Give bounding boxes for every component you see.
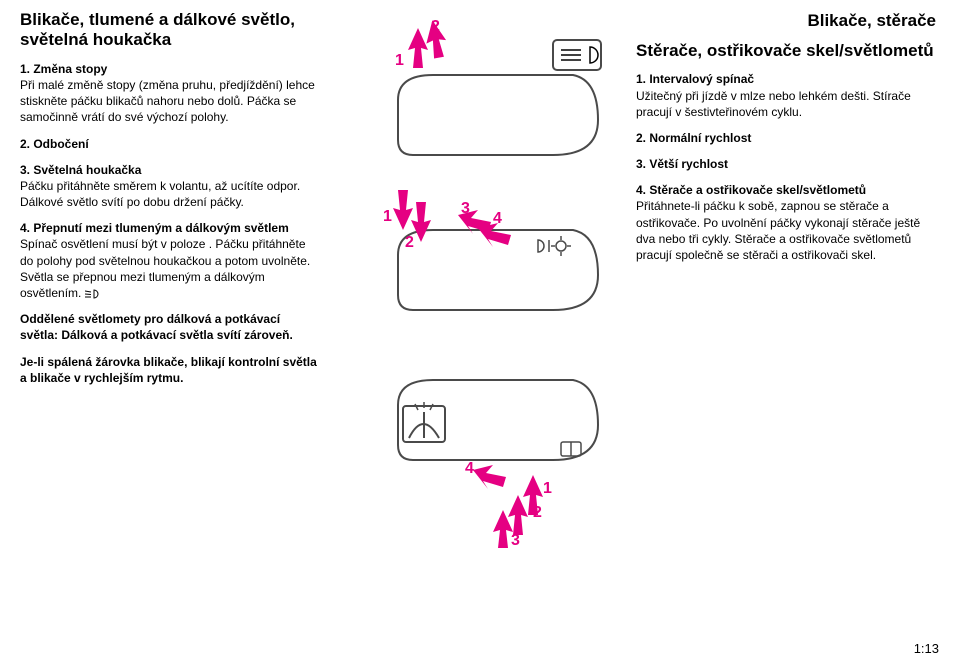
right-item-4: 4. Stěrače a ostřikovače skel/světlometů… — [636, 182, 936, 263]
diagram-3: 4 1 2 3 — [343, 350, 613, 550]
right-item-3: 3. Větší rychlost — [636, 156, 936, 172]
d3-label-1: 1 — [543, 478, 552, 500]
d1-label-2: 2 — [431, 16, 440, 38]
diagram-3-svg — [343, 350, 613, 550]
right-item-4-body: Přitáhnete-li páčku k sobě, zapnou se st… — [636, 199, 920, 262]
right-title: Stěrače, ostřikovače skel/světlometů — [636, 41, 936, 61]
middle-column: 1 2 — [338, 10, 618, 560]
left-item-1-body: Při malé změně stopy (změna pruhu, předj… — [20, 78, 315, 124]
d3-label-2: 2 — [533, 502, 542, 524]
left-item-4: 4. Přepnutí mezi tlumeným a dálkovým svě… — [20, 220, 320, 301]
left-item-3-body: Páčku přitáhněte směrem k volantu, až uc… — [20, 179, 300, 209]
d1-label-1: 1 — [395, 50, 404, 72]
left-item-2: 2. Odbočení — [20, 136, 320, 152]
top-right-title: Blikače, stěrače — [636, 10, 936, 33]
right-item-2-head: 2. Normální rychlost — [636, 131, 751, 145]
right-item-1: 1. Intervalový spínač Užitečný při jízdě… — [636, 71, 936, 120]
right-item-1-body: Užitečný při jízdě v mlze nebo lehkém de… — [636, 89, 911, 119]
d3-label-4: 4 — [465, 458, 474, 480]
left-item-3: 3. Světelná houkačka Páčku přitáhněte sm… — [20, 162, 320, 211]
d2-label-2: 2 — [405, 232, 414, 254]
left-title: Blikače, tlumené a dálkové světlo, světe… — [20, 10, 320, 51]
left-extra1: Oddělené světlomety pro dálková a potkáv… — [20, 311, 320, 343]
left-item-2-head: 2. Odbočení — [20, 137, 89, 151]
left-note: Je-li spálená žárovka blikače, blikají k… — [20, 354, 320, 386]
d2-label-3: 3 — [461, 198, 470, 220]
diagram-2: 1 2 3 4 — [343, 180, 613, 340]
low-beam-icon — [85, 288, 103, 300]
d2-label-4: 4 — [493, 208, 502, 230]
left-item-4-body: Spínač osvětlení musí být v poloze . Páč… — [20, 237, 310, 300]
diagram-2-svg — [343, 180, 613, 340]
right-column: Blikače, stěrače Stěrače, ostřikovače sk… — [636, 10, 936, 560]
right-item-3-head: 3. Větší rychlost — [636, 157, 728, 171]
left-extra1-text: Oddělené světlomety pro dálková a potkáv… — [20, 312, 293, 342]
d2-label-1: 1 — [383, 206, 392, 228]
right-item-2: 2. Normální rychlost — [636, 130, 936, 146]
diagram-1: 1 2 — [343, 10, 613, 170]
diagram-1-svg — [343, 10, 613, 170]
d3-label-3: 3 — [511, 530, 520, 552]
left-column: Blikače, tlumené a dálkové světlo, světe… — [20, 10, 320, 560]
page-number: 1:13 — [914, 640, 939, 658]
left-item-1-head: 1. Změna stopy — [20, 62, 107, 76]
page-root: Blikače, tlumené a dálkové světlo, světe… — [0, 0, 959, 560]
right-item-4-head: 4. Stěrače a ostřikovače skel/světlometů — [636, 183, 866, 197]
left-item-1: 1. Změna stopy Při malé změně stopy (změ… — [20, 61, 320, 126]
left-item-3-head: 3. Světelná houkačka — [20, 163, 141, 177]
left-item-4-head: 4. Přepnutí mezi tlumeným a dálkovým svě… — [20, 221, 289, 235]
right-item-1-head: 1. Intervalový spínač — [636, 72, 754, 86]
